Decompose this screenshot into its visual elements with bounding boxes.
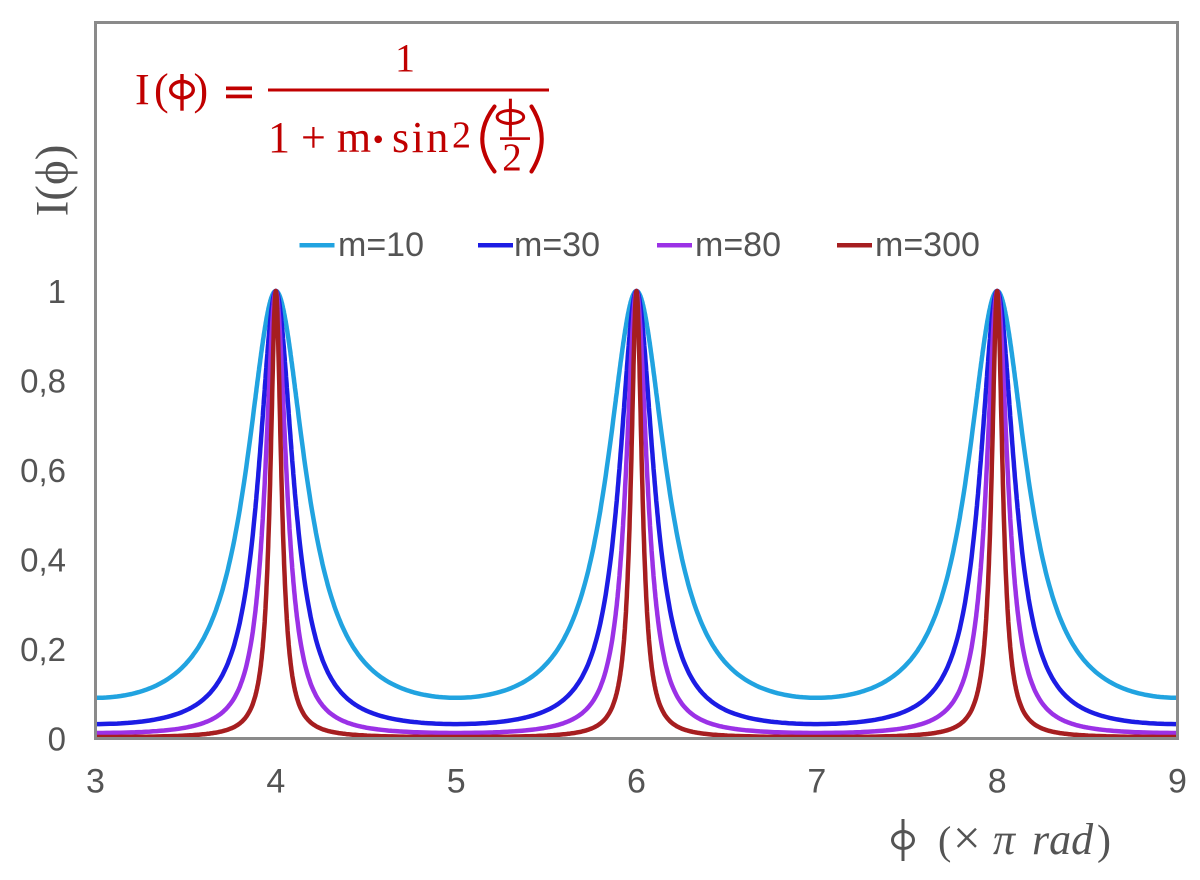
svg-text:m=30: m=30 — [514, 226, 600, 264]
svg-text:0,8: 0,8 — [20, 363, 66, 400]
svg-text:5: 5 — [447, 763, 466, 801]
svg-text:0: 0 — [48, 721, 66, 758]
svg-text:(: ( — [154, 65, 169, 114]
svg-text:0,6: 0,6 — [20, 452, 66, 489]
svg-text:m=80: m=80 — [695, 226, 781, 264]
svg-text:1: 1 — [395, 36, 415, 81]
svg-text:0,2: 0,2 — [20, 631, 66, 668]
svg-text:m=300: m=300 — [875, 226, 980, 264]
svg-text:2: 2 — [502, 136, 522, 179]
svg-text:sin: sin — [392, 113, 451, 162]
svg-text:m=10: m=10 — [338, 226, 424, 264]
svg-text:): ) — [194, 65, 209, 114]
svg-text:8: 8 — [988, 763, 1007, 801]
svg-text:9: 9 — [1168, 763, 1187, 801]
svg-text:3: 3 — [86, 763, 105, 801]
svg-text:4: 4 — [266, 763, 285, 801]
svg-text:1: 1 — [48, 273, 66, 310]
svg-text:I(ϕ): I(ϕ) — [27, 145, 79, 217]
svg-text:2: 2 — [452, 115, 471, 157]
svg-text:1 + m: 1 + m — [268, 113, 371, 162]
svg-text:6: 6 — [627, 763, 646, 801]
svg-text:I: I — [135, 65, 150, 114]
svg-text:0,4: 0,4 — [20, 542, 66, 579]
svg-text:7: 7 — [807, 763, 826, 801]
